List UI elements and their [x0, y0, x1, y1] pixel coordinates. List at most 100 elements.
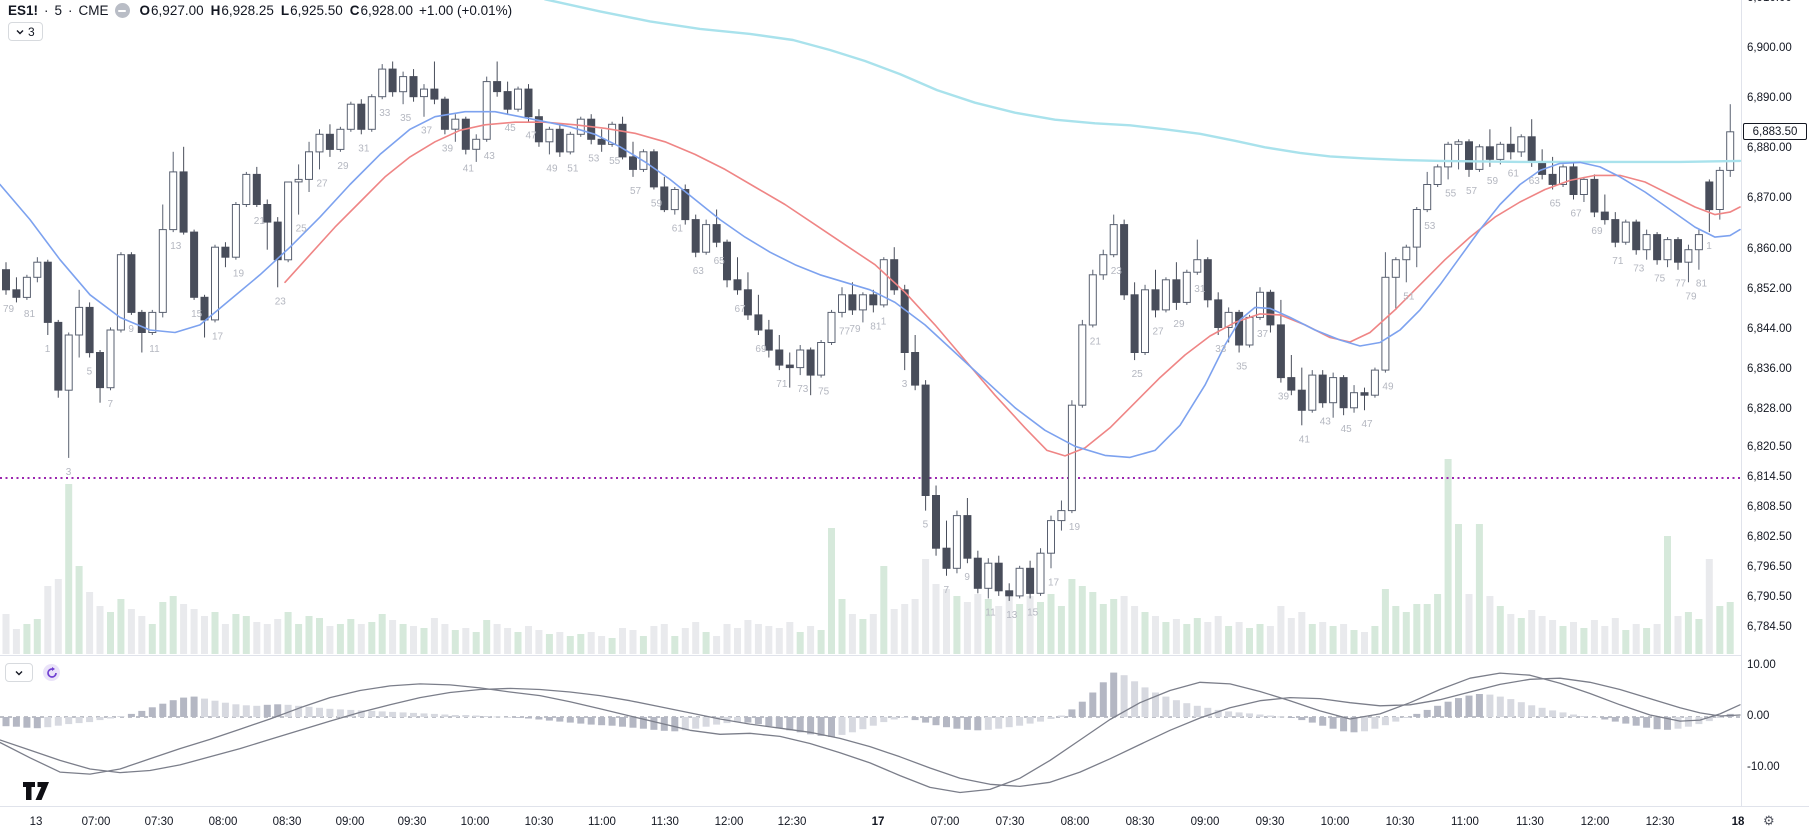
exchange-label[interactable]: CME — [78, 3, 109, 18]
bar-count-label: 35 — [1236, 362, 1248, 373]
chevron-down-icon — [16, 29, 24, 34]
macd-histogram-bar — [1026, 717, 1034, 724]
macd-histogram-bar — [347, 709, 355, 717]
macd-histogram-bar — [1131, 681, 1139, 717]
bar-count-label: 45 — [1341, 424, 1353, 435]
macd-histogram-bar — [472, 715, 480, 717]
collapsed-indicators-button[interactable]: 3 — [8, 22, 43, 41]
symbol-legend[interactable]: ES1! · 5 · CME O6,927.00 H6,928.25 L6,92… — [8, 3, 512, 18]
bar-count-label: 31 — [1194, 284, 1206, 295]
macd-histogram-bar — [1465, 695, 1473, 717]
volume-bar — [1026, 596, 1034, 654]
candle — [691, 219, 700, 253]
macd-histogram-bar — [817, 717, 825, 736]
macd-histogram-bar — [765, 717, 773, 727]
candle — [1141, 289, 1149, 353]
candle — [712, 224, 721, 243]
interval-label[interactable]: 5 — [54, 3, 63, 18]
volume-bar — [1298, 612, 1306, 654]
gear-icon[interactable]: ⚙ — [1763, 813, 1775, 828]
macd-indicator-logo[interactable] — [43, 664, 60, 681]
time-axis[interactable]: 13 07:00 07:30 08:00 08:30 09:00 09:30 10:00 10:… — [0, 807, 1809, 835]
macd-histogram-bar — [702, 717, 710, 727]
indicator-axis-label: -10.00 — [1747, 761, 1780, 773]
volume-bar — [723, 624, 731, 654]
candle — [315, 133, 324, 153]
candle — [973, 557, 982, 589]
candle — [399, 76, 408, 93]
time-axis-label: 11:30 — [1516, 816, 1544, 828]
bar-count-label: 25 — [296, 224, 308, 235]
bar-count-label: 29 — [337, 161, 349, 172]
volume-bar — [1152, 616, 1159, 654]
candle — [555, 128, 564, 153]
time-axis-label: 07:30 — [995, 816, 1025, 828]
bar-count-label: 61 — [1508, 168, 1520, 179]
macd-histogram-bar — [650, 717, 658, 730]
candle — [263, 204, 272, 223]
macd-histogram-bar — [201, 698, 208, 717]
macd-histogram-bar — [357, 710, 365, 717]
bar-count-label: 1 — [1706, 241, 1712, 252]
bar-count-label: 49 — [546, 163, 558, 174]
candle — [932, 495, 940, 549]
bar-count-label: 81 — [1696, 279, 1708, 290]
symbol-name[interactable]: ES1! — [8, 3, 39, 18]
macd-histogram-bar — [326, 708, 334, 717]
pane-divider[interactable] — [0, 655, 1741, 656]
macd-histogram-bar — [1037, 717, 1044, 722]
price-axis-label: 6,808.50 — [1747, 501, 1792, 513]
macd-histogram-bar — [1402, 717, 1410, 718]
macd-histogram-bar — [828, 717, 835, 737]
macd-histogram-bar — [1653, 717, 1661, 730]
macd-histogram-bar — [848, 717, 856, 733]
candle — [1611, 219, 1620, 243]
bar-count-label: 41 — [1299, 434, 1311, 445]
volume-bar — [1559, 626, 1567, 654]
macd-histogram-bar — [1434, 705, 1442, 717]
volume-bar — [326, 626, 334, 654]
volume-bar — [1517, 618, 1525, 654]
candle — [1182, 271, 1191, 303]
candle — [1047, 520, 1055, 554]
volume-bar — [1225, 626, 1233, 654]
volume-bar — [1611, 618, 1619, 654]
candle — [670, 189, 679, 211]
price-axis[interactable]: 6,910.00 6,900.00 6,890.00 6,880.00 6,870.00… — [1742, 0, 1809, 806]
candle — [1412, 209, 1421, 248]
candle — [754, 314, 763, 331]
macd-histogram-bar — [943, 717, 950, 728]
bar-count-label: 55 — [1445, 188, 1457, 199]
macd-histogram-bar — [1664, 717, 1671, 730]
volume-bar — [963, 602, 971, 654]
bar-count-label: 49 — [1382, 382, 1394, 393]
volume-bar — [483, 620, 491, 654]
macd-histogram-bar — [1507, 699, 1515, 717]
volume-bar — [1005, 592, 1013, 654]
indicator-pane-toolbar — [5, 663, 60, 682]
candle — [482, 81, 491, 140]
time-axis-label: 10:00 — [460, 816, 490, 828]
macd-histogram-bar — [1371, 717, 1379, 729]
macd-histogram-bar — [838, 717, 846, 735]
bar-count-label: 21 — [254, 216, 266, 227]
macd-histogram-bar — [420, 713, 428, 717]
macd-histogram-bar — [1057, 715, 1065, 717]
candle — [1235, 311, 1244, 346]
macd-histogram-bar — [1099, 682, 1107, 717]
volume-bar — [1266, 626, 1274, 654]
bar-count-label: 37 — [421, 126, 433, 137]
volume-bar — [577, 634, 585, 654]
indicator-collapse-button[interactable] — [5, 663, 33, 682]
separator-dot: · — [44, 3, 49, 18]
macd-histogram-bar — [1068, 709, 1076, 717]
macd-histogram-bar — [1319, 717, 1327, 726]
candle — [367, 96, 376, 130]
macd-histogram-bar — [681, 717, 689, 731]
candle — [702, 224, 711, 253]
macd-histogram-bar — [922, 717, 930, 723]
tradingview-logo[interactable] — [22, 781, 50, 801]
bar-count-label: 79 — [849, 324, 861, 335]
volume-bar — [796, 632, 804, 654]
